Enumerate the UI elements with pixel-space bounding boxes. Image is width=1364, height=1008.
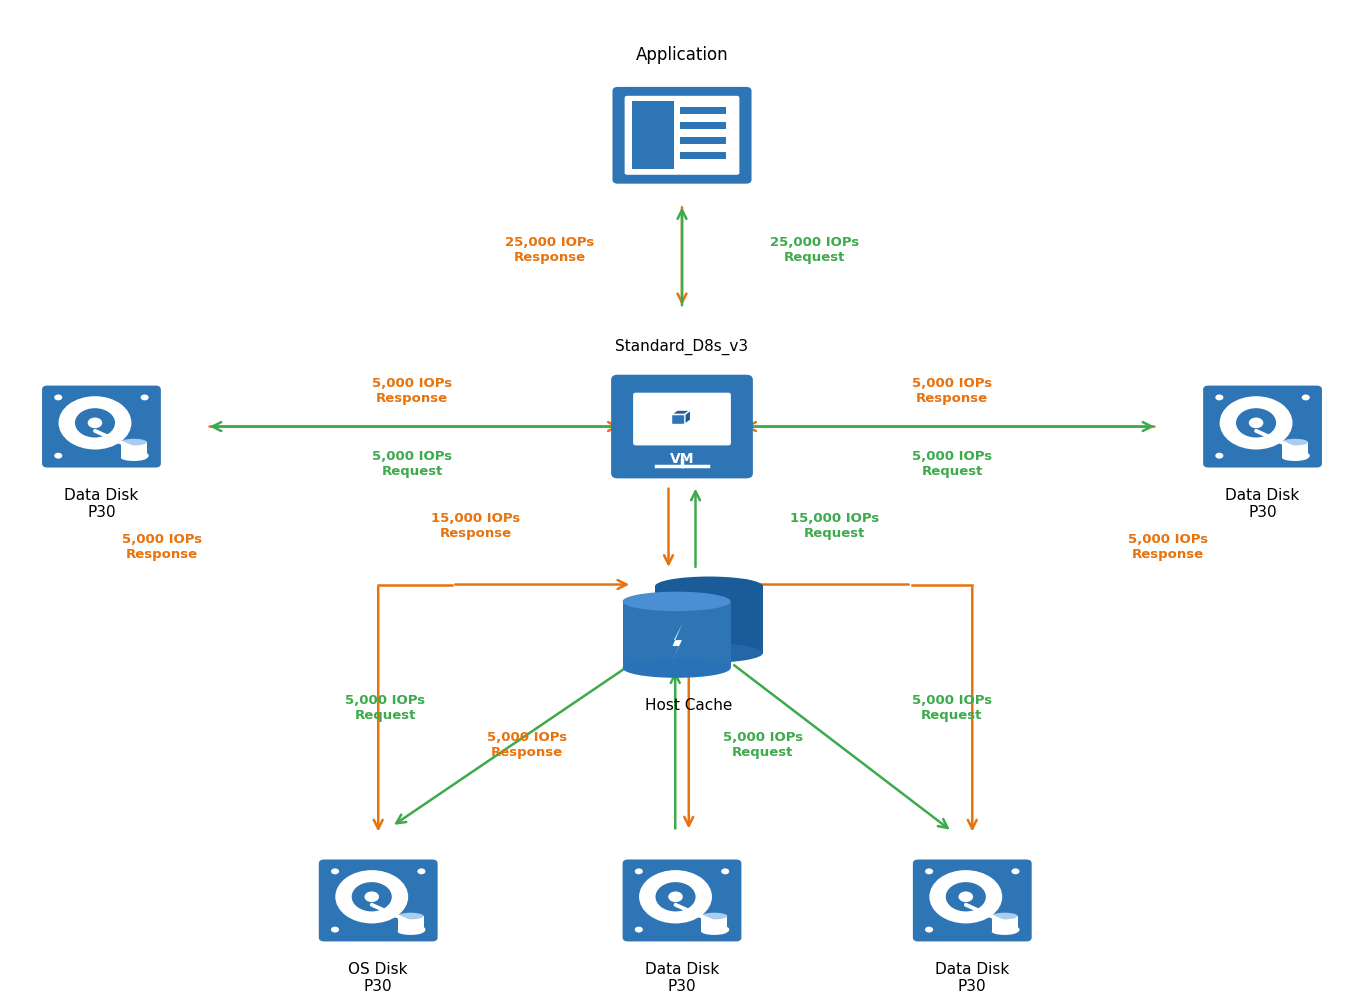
Bar xyxy=(681,122,726,129)
Bar xyxy=(398,916,424,931)
Circle shape xyxy=(1301,453,1309,459)
Circle shape xyxy=(331,868,340,874)
Ellipse shape xyxy=(1282,455,1308,461)
FancyBboxPatch shape xyxy=(625,96,739,174)
Circle shape xyxy=(634,868,642,874)
Text: VM: VM xyxy=(670,453,694,466)
Text: 5,000 IOPs
Response: 5,000 IOPs Response xyxy=(487,732,567,759)
Ellipse shape xyxy=(622,658,731,677)
Bar xyxy=(632,101,674,169)
Text: 15,000 IOPs
Request: 15,000 IOPs Request xyxy=(790,512,880,540)
Bar xyxy=(681,152,726,159)
Circle shape xyxy=(336,870,408,923)
Text: 15,000 IOPs
Response: 15,000 IOPs Response xyxy=(431,512,520,540)
Text: 5,000 IOPs
Response: 5,000 IOPs Response xyxy=(1128,533,1209,561)
Ellipse shape xyxy=(655,577,762,596)
Circle shape xyxy=(959,891,973,902)
Circle shape xyxy=(1215,453,1224,459)
Circle shape xyxy=(331,926,340,932)
Polygon shape xyxy=(671,624,682,662)
Text: 25,000 IOPs
Request: 25,000 IOPs Request xyxy=(769,236,859,264)
Text: Data Disk
P30: Data Disk P30 xyxy=(1225,488,1300,520)
Bar xyxy=(701,916,727,931)
Circle shape xyxy=(925,926,933,932)
Text: 5,000 IOPs
Request: 5,000 IOPs Request xyxy=(372,451,451,478)
Ellipse shape xyxy=(121,455,147,461)
Circle shape xyxy=(929,870,1003,923)
Circle shape xyxy=(640,870,712,923)
Circle shape xyxy=(1236,408,1277,437)
Ellipse shape xyxy=(121,438,147,446)
Bar xyxy=(622,602,731,668)
Circle shape xyxy=(1249,417,1263,428)
Ellipse shape xyxy=(622,592,731,611)
Circle shape xyxy=(75,408,115,437)
Circle shape xyxy=(1012,926,1019,932)
FancyBboxPatch shape xyxy=(633,393,731,446)
Bar xyxy=(681,137,726,144)
Circle shape xyxy=(140,453,149,459)
Circle shape xyxy=(417,926,426,932)
Text: OS Disk
P30: OS Disk P30 xyxy=(348,962,408,994)
Circle shape xyxy=(55,453,63,459)
Bar xyxy=(681,108,726,114)
Circle shape xyxy=(656,882,696,911)
Text: Application: Application xyxy=(636,46,728,65)
Circle shape xyxy=(668,891,683,902)
Polygon shape xyxy=(685,410,690,424)
Bar xyxy=(655,587,762,653)
FancyBboxPatch shape xyxy=(42,386,161,468)
FancyBboxPatch shape xyxy=(319,860,438,941)
Ellipse shape xyxy=(655,643,762,662)
Text: Data Disk
P30: Data Disk P30 xyxy=(645,962,719,994)
Circle shape xyxy=(352,882,391,911)
Circle shape xyxy=(945,882,986,911)
Circle shape xyxy=(417,868,426,874)
FancyBboxPatch shape xyxy=(1203,386,1322,468)
Circle shape xyxy=(55,394,63,400)
Text: 5,000 IOPs
Request: 5,000 IOPs Request xyxy=(913,451,992,478)
Circle shape xyxy=(722,926,730,932)
Circle shape xyxy=(1215,394,1224,400)
Text: Host Cache: Host Cache xyxy=(645,699,732,713)
Polygon shape xyxy=(671,410,690,414)
Circle shape xyxy=(634,926,642,932)
Bar xyxy=(1282,443,1308,458)
Ellipse shape xyxy=(701,912,727,919)
Text: 5,000 IOPs
Response: 5,000 IOPs Response xyxy=(123,533,202,561)
Circle shape xyxy=(1219,396,1293,450)
FancyBboxPatch shape xyxy=(612,87,752,183)
Bar xyxy=(992,916,1018,931)
FancyBboxPatch shape xyxy=(611,375,753,479)
Circle shape xyxy=(364,891,379,902)
FancyBboxPatch shape xyxy=(622,860,742,941)
Ellipse shape xyxy=(701,928,727,934)
Circle shape xyxy=(925,868,933,874)
Ellipse shape xyxy=(992,912,1018,919)
Text: Standard_D8s_v3: Standard_D8s_v3 xyxy=(615,340,749,356)
Text: 5,000 IOPs
Request: 5,000 IOPs Request xyxy=(345,694,426,722)
Circle shape xyxy=(1301,394,1309,400)
Circle shape xyxy=(1012,868,1019,874)
Text: 5,000 IOPs
Request: 5,000 IOPs Request xyxy=(723,732,802,759)
Circle shape xyxy=(59,396,131,450)
Circle shape xyxy=(140,394,149,400)
Text: 5,000 IOPs
Response: 5,000 IOPs Response xyxy=(913,377,992,405)
Text: 5,000 IOPs
Request: 5,000 IOPs Request xyxy=(911,694,992,722)
Ellipse shape xyxy=(1282,438,1308,446)
Ellipse shape xyxy=(992,928,1018,934)
Ellipse shape xyxy=(398,912,424,919)
Text: 25,000 IOPs
Response: 25,000 IOPs Response xyxy=(505,236,595,264)
FancyBboxPatch shape xyxy=(913,860,1031,941)
Bar xyxy=(671,414,685,424)
Bar xyxy=(121,443,147,458)
Text: 5,000 IOPs
Response: 5,000 IOPs Response xyxy=(372,377,451,405)
Circle shape xyxy=(87,417,102,428)
Text: Data Disk
P30: Data Disk P30 xyxy=(64,488,139,520)
Ellipse shape xyxy=(398,928,424,934)
Text: Data Disk
P30: Data Disk P30 xyxy=(936,962,1009,994)
Circle shape xyxy=(722,868,730,874)
